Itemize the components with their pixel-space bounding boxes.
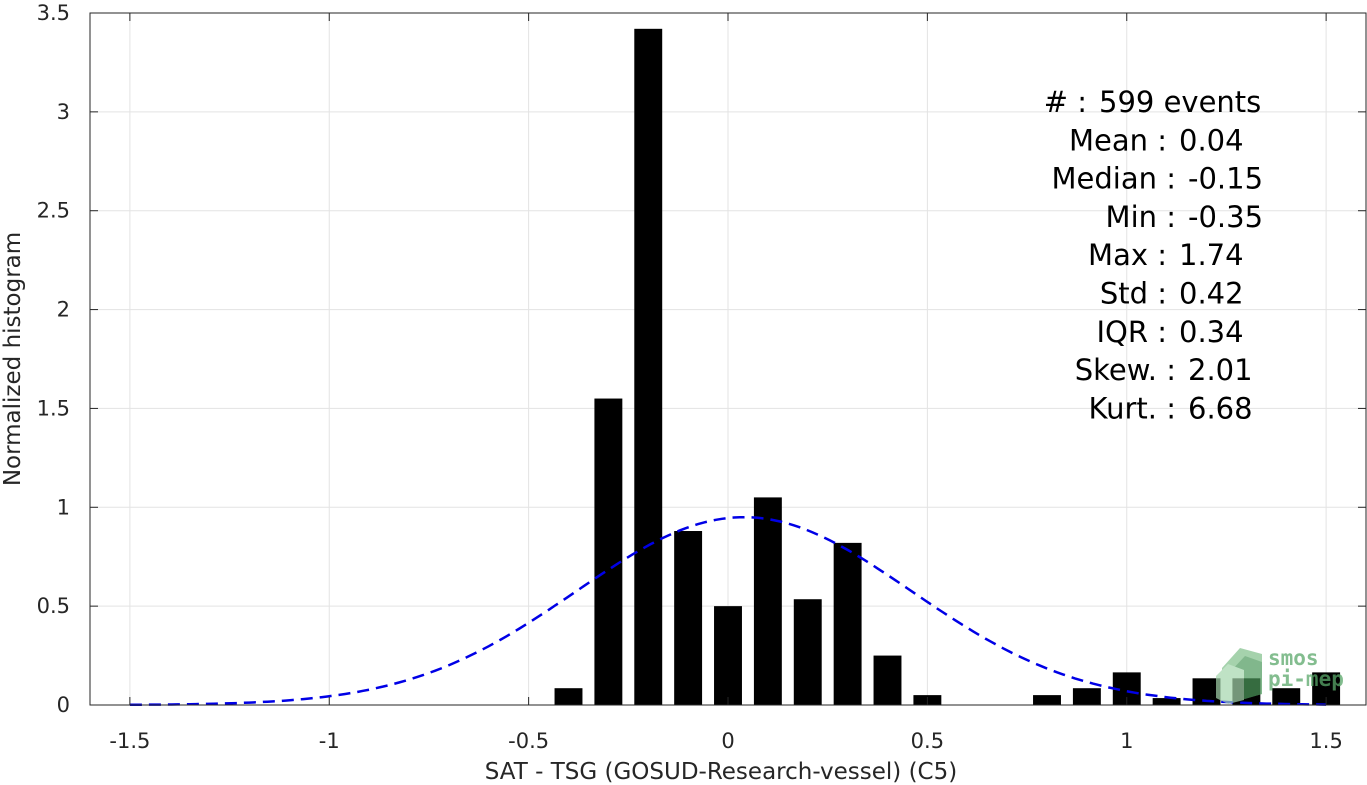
gaussian-fit-curve: [129, 515, 1327, 707]
histogram-bar: [1072, 688, 1101, 705]
stat-label: # :: [1044, 85, 1087, 119]
x-axis-label: SAT - TSG (GOSUD-Research-vessel) (C5): [485, 759, 957, 785]
stat-value: 599 events: [1099, 85, 1261, 119]
stat-value: 6.68: [1188, 391, 1253, 425]
histogram-bar: [674, 531, 703, 705]
stat-label: IQR :: [1096, 315, 1167, 349]
smos-pimep-logo: smos pi-mep: [1216, 646, 1344, 704]
stat-value: -0.35: [1188, 200, 1263, 234]
histogram-bar: [793, 599, 822, 705]
stat-value: -0.15: [1188, 162, 1263, 196]
histogram-bar: [634, 28, 663, 706]
histogram-bar: [873, 655, 902, 705]
y-tick-label: 0.5: [37, 594, 70, 618]
y-tick-label: 1: [57, 495, 70, 519]
x-tick-label: -1: [319, 729, 340, 753]
stat-label: Max :: [1088, 238, 1167, 272]
histogram-bar: [833, 542, 862, 705]
stat-value: 2.01: [1188, 353, 1253, 387]
histogram-bar: [1272, 688, 1301, 705]
histogram-bars: [554, 28, 1341, 706]
histogram-bar: [1152, 698, 1181, 705]
x-axis-ticks: -1.5 -1 -0.5 0 0.5 1 1.5: [109, 13, 1343, 753]
y-tick-label: 2: [57, 298, 70, 322]
logo-emblem-icon: [1216, 648, 1262, 704]
y-axis-label: Normalized histogram: [0, 232, 26, 486]
y-tick-label: 1.5: [37, 396, 70, 420]
x-tick-label: -0.5: [508, 729, 549, 753]
stat-value: 1.74: [1179, 238, 1244, 272]
stat-label: Min :: [1106, 200, 1176, 234]
histogram-bar: [1033, 695, 1061, 705]
x-tick-label: 1.5: [1309, 729, 1342, 753]
y-tick-label: 0: [57, 693, 70, 717]
stat-label: Kurt. :: [1089, 391, 1176, 425]
stat-value: 0.04: [1179, 123, 1244, 157]
logo-text-pimep: pi-mep: [1268, 667, 1344, 691]
histogram-bar: [753, 497, 782, 705]
histogram-bar: [594, 398, 623, 705]
stat-label: Median :: [1052, 162, 1176, 196]
x-tick-label: -1.5: [109, 729, 150, 753]
stat-value: 0.34: [1179, 315, 1244, 349]
logo-text-smos: smos: [1268, 646, 1319, 670]
y-tick-label: 3: [57, 100, 70, 124]
x-tick-label: 0: [721, 729, 734, 753]
histogram-bar: [554, 688, 583, 705]
x-tick-label: 0.5: [911, 729, 944, 753]
y-axis-ticks: 0 0.5 1 1.5 2 2.5 3 3.5: [37, 1, 1366, 717]
y-tick-label: 3.5: [37, 1, 70, 25]
stat-label: Std :: [1100, 277, 1167, 311]
histogram-bar: [714, 606, 742, 705]
x-tick-label: 1: [1120, 729, 1133, 753]
stat-label: Skew. :: [1075, 353, 1176, 387]
stat-value: 0.42: [1179, 277, 1244, 311]
stat-label: Mean :: [1069, 123, 1167, 157]
y-tick-label: 2.5: [37, 199, 70, 223]
